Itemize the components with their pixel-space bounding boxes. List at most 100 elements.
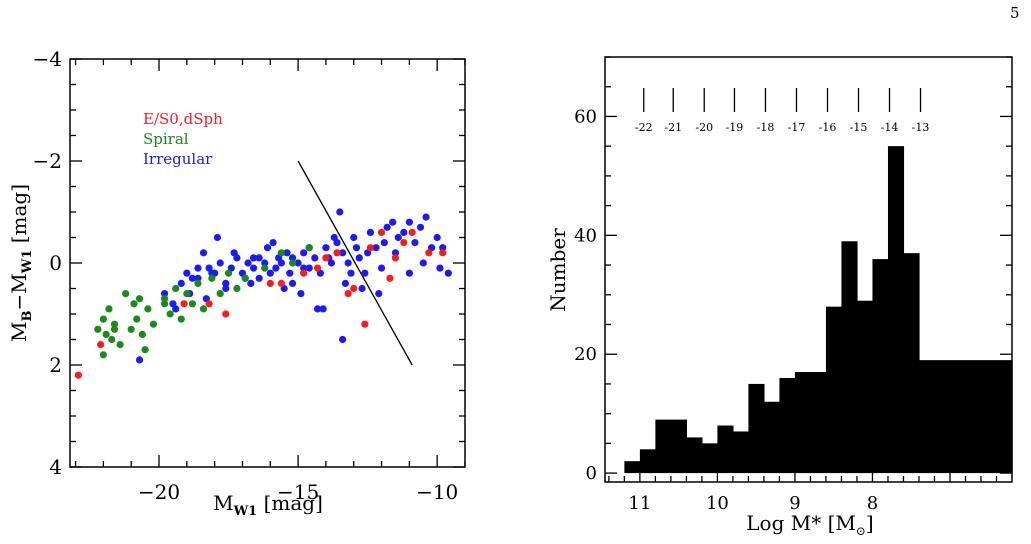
histogram-x-tick-label: 10 (706, 493, 729, 514)
histogram-y-tick-label: 40 (574, 225, 597, 246)
point-e-s0-dsph (408, 228, 416, 236)
point-irregular (361, 269, 369, 277)
scatter-x-axis-label: MW1 [mag] (213, 491, 323, 519)
point-e-s0-dsph (222, 310, 230, 318)
point-irregular (344, 259, 352, 267)
histogram-bar (934, 360, 951, 474)
point-irregular (313, 305, 322, 313)
point-spiral (99, 351, 107, 359)
point-irregular (247, 279, 255, 287)
point-irregular (322, 244, 330, 252)
point-irregular (300, 249, 308, 257)
scatter-points (74, 208, 452, 379)
point-e-s0-dsph (386, 274, 394, 282)
point-e-s0-dsph (74, 371, 82, 379)
scatter-y-axis-label: MB−MW1 [mag] (7, 184, 35, 342)
point-irregular (272, 264, 280, 272)
scatter-x-tick-label: −10 (416, 480, 458, 504)
absolute-magnitude-scale: -22 -21 -20 -19 -18 -17 -16 -15 -14 -13 (635, 88, 929, 134)
point-irregular (383, 223, 391, 231)
histogram-bar (949, 360, 967, 474)
point-irregular (436, 264, 444, 272)
histogram-bar (903, 253, 920, 474)
point-irregular (288, 254, 297, 262)
point-irregular (405, 269, 413, 277)
point-irregular (216, 259, 224, 267)
point-irregular (350, 233, 358, 242)
magnitude-scale-label: -14 (881, 121, 899, 134)
point-spiral (233, 284, 241, 293)
point-irregular (177, 279, 185, 287)
point-irregular (336, 208, 344, 216)
point-spiral (277, 249, 286, 257)
point-irregular (300, 264, 308, 272)
point-spiral (102, 330, 110, 338)
histogram-x-axis-label: Log M* [M⊙] (746, 511, 873, 538)
histogram-bar (763, 401, 781, 474)
histogram-x-tick-label: 9 (789, 493, 800, 514)
point-spiral (144, 305, 152, 313)
point-irregular (183, 269, 191, 277)
point-irregular (352, 244, 361, 252)
point-e-s0-dsph (377, 228, 386, 236)
point-irregular (188, 274, 196, 282)
point-irregular (380, 239, 388, 247)
magnitude-scale-label: -15 (850, 121, 868, 134)
point-e-s0-dsph (333, 249, 341, 257)
histogram-bar (965, 360, 982, 474)
point-irregular (311, 254, 319, 262)
histogram-bar (996, 360, 1013, 474)
point-spiral (99, 315, 107, 323)
point-spiral (110, 320, 119, 328)
point-e-s0-dsph (391, 254, 400, 262)
point-irregular (213, 233, 222, 242)
point-spiral (261, 264, 269, 272)
point-irregular (391, 249, 400, 257)
magnitude-scale-label: -16 (819, 121, 837, 134)
magnitude-scale-label: -19 (726, 121, 744, 134)
point-spiral (135, 295, 144, 303)
point-spiral (224, 269, 233, 277)
histogram-panel: 11 10 9 8 0 20 40 60 -22 -21 -20 -19 -18 -17 -16 -15 -1… (546, 56, 1013, 538)
separation-line (297, 160, 413, 366)
point-spiral (122, 290, 130, 298)
point-e-s0-dsph (425, 249, 433, 257)
histogram-bar (887, 146, 905, 474)
histogram-tick-labels: 11 10 9 8 0 20 40 60 (574, 106, 878, 514)
point-irregular (249, 264, 258, 272)
histogram-bar (810, 372, 827, 474)
point-irregular (339, 335, 347, 344)
point-irregular (222, 279, 230, 287)
legend-entry: Irregular (143, 150, 213, 168)
magnitude-scale-label: -21 (664, 121, 682, 134)
histogram-bar (825, 306, 843, 474)
legend-entry: Spiral (143, 130, 189, 148)
point-spiral (133, 315, 141, 323)
point-spiral (110, 325, 119, 333)
solar-symbol: ⊙ (856, 524, 866, 538)
scatter-y-tick-label: 4 (49, 455, 62, 479)
point-irregular (405, 218, 413, 226)
point-e-s0-dsph (350, 284, 358, 293)
scatter-x-tick-label: −15 (277, 480, 319, 504)
magnitude-scale-label: -20 (695, 121, 713, 134)
scatter-legend: E/S0,dSph Spiral Irregular (143, 110, 223, 168)
point-irregular (416, 223, 425, 231)
point-irregular (135, 356, 144, 364)
histogram-x-tick-label: 11 (628, 493, 651, 514)
histogram-y-axis-label: Number (546, 228, 570, 312)
point-irregular (283, 249, 291, 257)
point-irregular (269, 239, 277, 247)
point-spiral (138, 330, 146, 338)
point-irregular (286, 269, 294, 277)
point-irregular (160, 290, 169, 298)
point-irregular (297, 290, 305, 298)
point-e-s0-dsph (313, 264, 322, 272)
histogram-bar (872, 259, 889, 474)
magnitude-scale-label: -13 (912, 121, 930, 134)
point-irregular (249, 254, 258, 262)
point-irregular (411, 239, 419, 247)
point-irregular (389, 218, 397, 226)
scatter-y-tick-label: 0 (49, 251, 62, 275)
point-spiral (166, 310, 174, 318)
